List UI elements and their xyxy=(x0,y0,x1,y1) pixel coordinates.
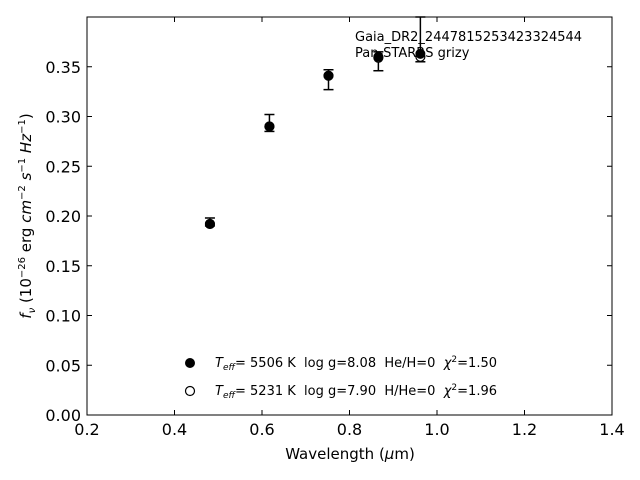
legend-marker-open xyxy=(184,385,196,397)
model-point-filled xyxy=(415,48,426,59)
model-point-filled xyxy=(323,70,334,81)
y-tick-label: 0.35 xyxy=(45,58,81,77)
x-tick-label: 0.2 xyxy=(74,420,99,439)
model-point-filled xyxy=(204,218,215,229)
model-point-filled xyxy=(264,121,275,132)
plot-frame xyxy=(86,16,613,416)
y-tick-label: 0.00 xyxy=(45,406,81,425)
y-tick-label: 0.05 xyxy=(45,356,81,375)
y-tick-label: 0.10 xyxy=(45,307,81,326)
x-tick-label: 1.2 xyxy=(512,420,537,439)
legend: Teff= 5506 K log g=8.08 He/H=0 χ2=1.50 T… xyxy=(184,355,497,401)
annotation-star-id: Gaia_DR2_2447815253423324544 xyxy=(355,30,582,45)
legend-label-2: Teff= 5231 K log g=7.90 H/He=0 χ2=1.96 xyxy=(215,383,497,401)
x-tick-label: 0.4 xyxy=(162,420,187,439)
y-tick-label: 0.30 xyxy=(45,108,81,127)
y-axis-ticks: 0.00 0.05 0.10 0.15 0.20 0.25 0.30 0.35 xyxy=(45,58,612,425)
annotation-survey: Pan-STARRS grizy xyxy=(355,46,470,61)
x-tick-label: 0.8 xyxy=(337,420,362,439)
legend-label-1: Teff= 5506 K log g=8.08 He/H=0 χ2=1.50 xyxy=(215,355,497,373)
y-axis-title: fν (10−26 erg cm−2 s−1 Hz−1) xyxy=(17,113,38,318)
x-axis-title: Wavelength (μm) xyxy=(285,445,415,463)
model-point-filled xyxy=(373,51,384,62)
x-tick-label: 1.4 xyxy=(599,420,624,439)
y-tick-label: 0.15 xyxy=(45,257,81,276)
x-tick-label: 1.0 xyxy=(424,420,449,439)
y-tick-label: 0.25 xyxy=(45,157,81,176)
y-tick-label: 0.20 xyxy=(45,207,81,226)
x-tick-label: 0.6 xyxy=(249,420,274,439)
data-markers xyxy=(204,48,426,230)
legend-marker-filled xyxy=(185,358,195,368)
